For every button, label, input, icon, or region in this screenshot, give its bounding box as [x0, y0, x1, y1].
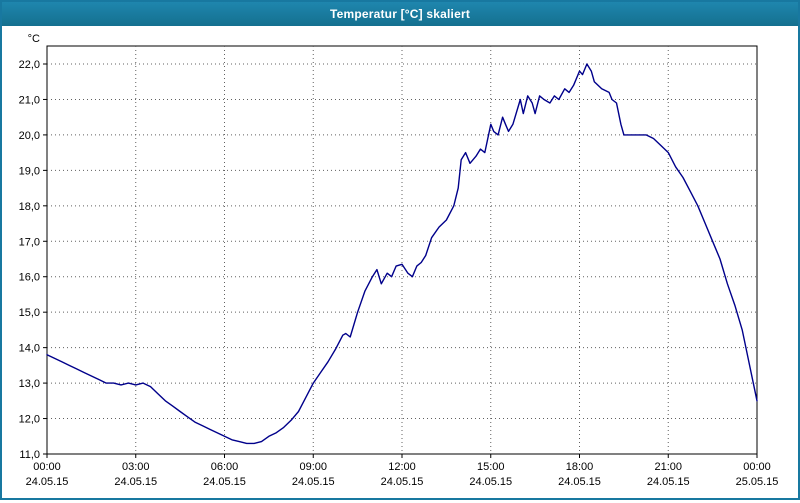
x-tick-time-label: 15:00 [477, 461, 505, 473]
y-tick-label: 19,0 [19, 165, 40, 177]
x-tick-time-label: 00:00 [743, 461, 771, 473]
x-tick-date-label: 24.05.15 [114, 476, 157, 488]
y-tick-label: 11,0 [19, 449, 40, 461]
y-tick-label: 13,0 [19, 378, 40, 390]
x-tick-date-label: 24.05.15 [558, 476, 601, 488]
y-tick-label: 22,0 [19, 59, 40, 71]
temperature-line [46, 63, 758, 445]
x-tick-time-label: 03:00 [122, 461, 150, 473]
x-tick-date-label: 24.05.15 [381, 476, 424, 488]
y-tick-label: 15,0 [19, 307, 40, 319]
y-tick-label: 20,0 [19, 130, 40, 142]
y-tick-label: 14,0 [19, 343, 40, 355]
x-tick-date-label: 24.05.15 [292, 476, 335, 488]
y-tick-label: 12,0 [19, 414, 40, 426]
x-tick-time-label: 18:00 [566, 461, 594, 473]
x-tick-date-label: 24.05.15 [26, 476, 69, 488]
y-tick-label: 21,0 [19, 94, 40, 106]
y-axis-unit-label: °C [28, 33, 40, 45]
x-tick-time-label: 12:00 [388, 461, 416, 473]
y-tick-label: 18,0 [19, 201, 40, 213]
x-tick-time-label: 06:00 [211, 461, 239, 473]
x-tick-time-label: 21:00 [654, 461, 682, 473]
x-tick-time-label: 00:00 [33, 461, 61, 473]
y-tick-label: 16,0 [19, 272, 40, 284]
x-tick-time-label: 09:00 [299, 461, 327, 473]
x-tick-date-label: 24.05.15 [469, 476, 512, 488]
chart-area: 22,0 21,0 20,0 19,0 18,0 17,0 16,0 15,0 14,0 13,0… [2, 26, 798, 498]
x-tick-date-label: 24.05.15 [203, 476, 246, 488]
x-tick-date-label: 24.05.15 [647, 476, 690, 488]
y-tick-label: 17,0 [19, 236, 40, 248]
x-tick-date-label: 25.05.15 [736, 476, 779, 488]
chart-canvas: 22,0 21,0 20,0 19,0 18,0 17,0 16,0 15,0 14,0 13,0… [19, 33, 779, 488]
title-bar: Temperatur [°C] skaliert [2, 2, 798, 26]
chart-title: Temperatur [°C] skaliert [329, 7, 471, 21]
